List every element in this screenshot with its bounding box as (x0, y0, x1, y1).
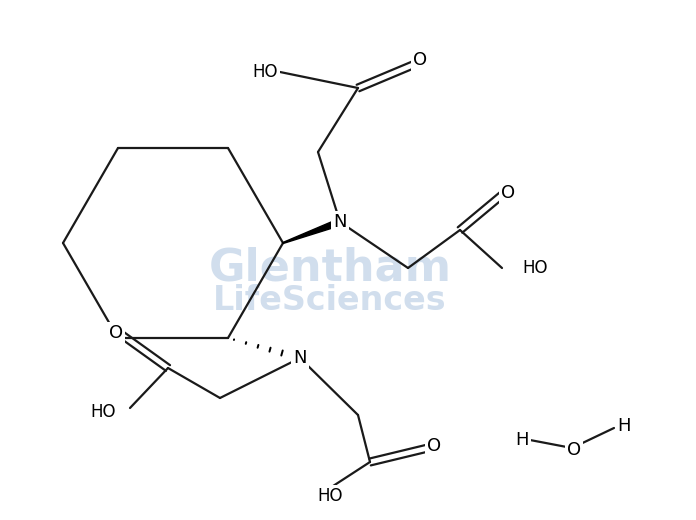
Text: O: O (427, 437, 441, 455)
Text: HO: HO (522, 259, 548, 277)
Text: O: O (501, 184, 515, 202)
Polygon shape (283, 219, 341, 243)
Text: N: N (333, 213, 347, 231)
Text: O: O (567, 441, 581, 459)
Text: Glentham: Glentham (209, 246, 452, 290)
Text: O: O (109, 324, 123, 342)
Text: HO: HO (90, 403, 116, 421)
Text: H: H (515, 431, 529, 449)
Text: H: H (617, 417, 631, 435)
Text: O: O (413, 51, 427, 69)
Text: HO: HO (253, 63, 278, 81)
Text: HO: HO (317, 487, 342, 505)
Text: N: N (293, 349, 307, 367)
Text: LifeSciences: LifeSciences (213, 283, 447, 317)
